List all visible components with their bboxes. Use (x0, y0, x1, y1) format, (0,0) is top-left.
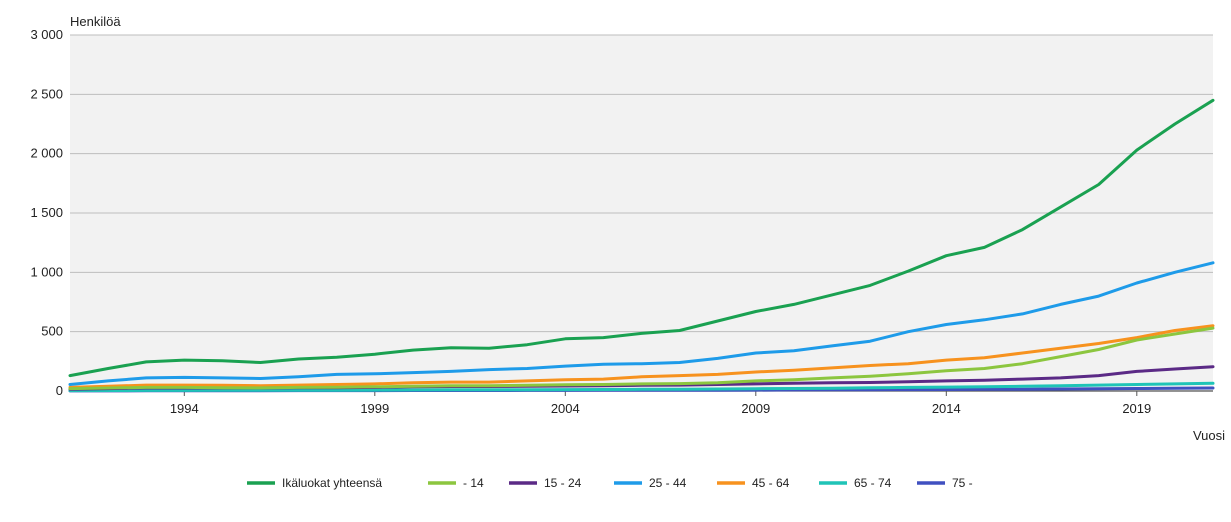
series-line (68, 381, 1215, 393)
y-tick-label: 0 (56, 383, 63, 398)
series-lines (68, 98, 1215, 393)
legend-label: 25 - 44 (649, 476, 687, 490)
y-axis-title: Henkilöä (70, 14, 121, 29)
legend-label: 15 - 24 (544, 476, 582, 490)
legend-item: 45 - 64 (717, 476, 790, 490)
x-tick-label: 1994 (170, 401, 199, 416)
legend-item: - 14 (428, 476, 484, 490)
series-line (68, 324, 1215, 389)
y-tick-label: 3 000 (30, 27, 63, 42)
x-tick-label: 2004 (551, 401, 580, 416)
y-tick-labels: 0 500 1 000 1 500 2 000 2 500 3 000 (30, 27, 63, 398)
legend-label: 75 - (952, 476, 973, 490)
legend-item: 15 - 24 (509, 476, 582, 490)
y-tick-label: 2 000 (30, 146, 63, 161)
legend-label: 65 - 74 (854, 476, 892, 490)
x-tick-label: 1999 (360, 401, 389, 416)
y-tick-label: 1 500 (30, 205, 63, 220)
legend-label: 45 - 64 (752, 476, 790, 490)
series-line (68, 261, 1215, 386)
y-tick-label: 2 500 (30, 86, 63, 101)
legend: Ikäluokat yhteensä - 14 15 - 24 25 - 44 45 -… (247, 476, 973, 490)
series-line (68, 326, 1215, 391)
legend-label: Ikäluokat yhteensä (282, 476, 382, 490)
legend-item: 75 - (917, 476, 973, 490)
x-tick-labels: 1994 1999 2004 2009 2014 2019 (170, 391, 1151, 416)
legend-item: 25 - 44 (614, 476, 687, 490)
legend-item: Ikäluokat yhteensä (247, 476, 382, 490)
x-tick-label: 2009 (741, 401, 770, 416)
y-tick-label: 500 (41, 324, 63, 339)
legend-label: - 14 (463, 476, 484, 490)
legend-item: 65 - 74 (819, 476, 892, 490)
series-line (68, 98, 1215, 378)
y-tick-label: 1 000 (30, 264, 63, 279)
x-axis-title: Vuosi (1193, 428, 1225, 443)
x-tick-label: 2014 (932, 401, 961, 416)
x-tick-label: 2019 (1122, 401, 1151, 416)
